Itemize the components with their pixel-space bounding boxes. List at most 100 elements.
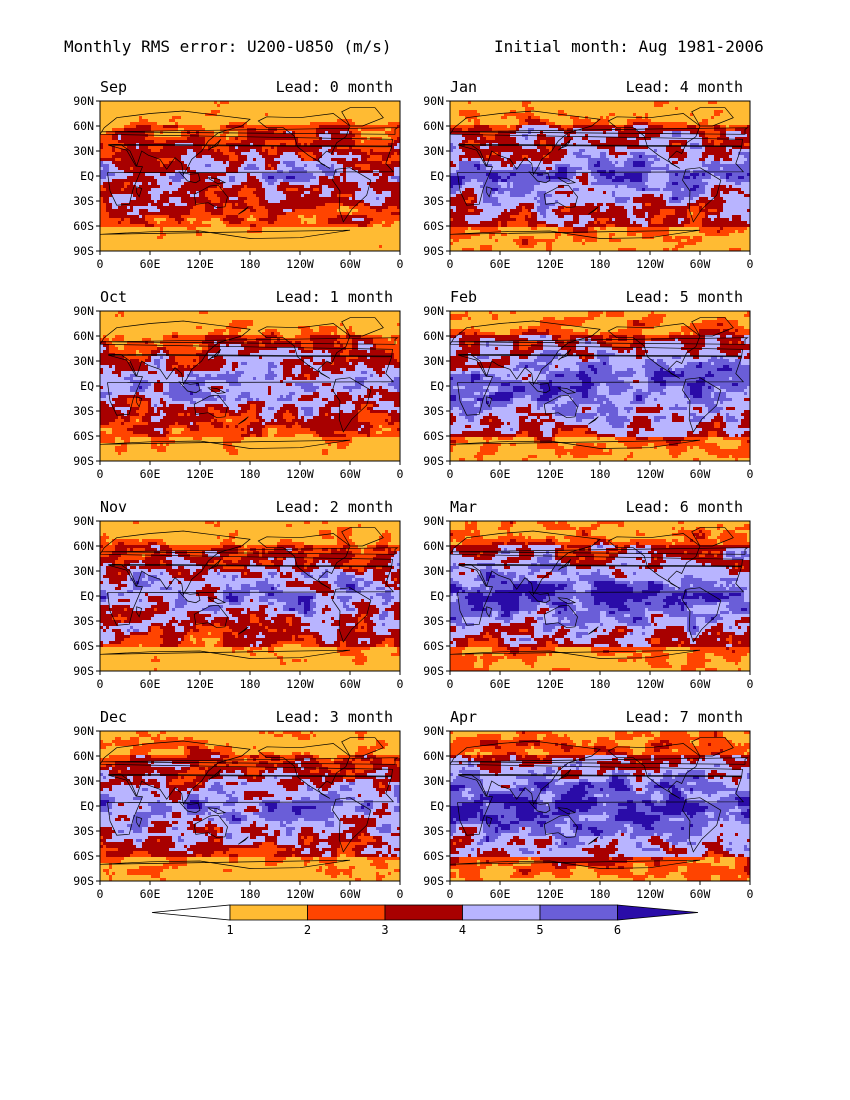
coastline: [528, 801, 551, 814]
coastline: [101, 757, 399, 765]
panel-month-label: Feb: [450, 288, 477, 306]
coastline: [341, 527, 384, 547]
lat-tick-label: 90S: [423, 874, 444, 888]
lat-tick-label: 30S: [423, 824, 444, 838]
lon-tick-label: 120E: [186, 467, 214, 481]
colorbar: 1 2 3 4 5 6: [151, 904, 699, 937]
lat-tick-label: 90S: [73, 454, 94, 468]
lat-tick-label: EQ: [80, 169, 94, 183]
coastline: [682, 587, 722, 643]
coastline: [451, 337, 749, 345]
colorbar-segment: [462, 904, 541, 921]
lat-tick-label: 90N: [423, 94, 444, 108]
coastline: [136, 396, 143, 408]
coastline: [543, 814, 578, 839]
lon-tick-label: 60E: [140, 887, 161, 901]
lon-tick-label: 120W: [286, 887, 314, 901]
coastline: [543, 604, 578, 629]
coastline: [332, 587, 372, 643]
lat-tick-label: 90N: [423, 724, 444, 738]
coastline: [207, 177, 227, 184]
coastline: [136, 606, 143, 618]
coastline: [691, 527, 734, 547]
coastline: [100, 229, 351, 251]
colorbar-level-label: 1: [226, 923, 233, 937]
coastline: [528, 381, 551, 394]
coastline: [607, 533, 701, 589]
panel-lead-label: Lead: 0 month: [276, 78, 393, 96]
lon-tick-label: 0: [97, 887, 104, 901]
lon-tick-label: 120W: [636, 677, 664, 691]
lon-tick-label: 60W: [690, 677, 711, 691]
coastline: [238, 206, 249, 215]
coastline: [193, 184, 228, 209]
rms-error-field: [100, 521, 400, 671]
coastline: [178, 171, 201, 184]
coastline: [558, 349, 572, 361]
lon-tick-label: 0: [447, 467, 454, 481]
coastline: [486, 186, 493, 198]
panel-month-label: Apr: [450, 708, 477, 726]
lon-tick-label: 180: [590, 887, 611, 901]
coastline: [100, 439, 351, 461]
lon-tick-label: 120W: [286, 257, 314, 271]
coastline: [238, 626, 249, 635]
lat-tick-label: 60N: [423, 539, 444, 553]
colorbar-segment: [384, 904, 463, 921]
coastline: [136, 816, 143, 828]
coastline: [557, 807, 577, 814]
lat-tick-label: EQ: [430, 799, 444, 813]
coastline: [207, 597, 227, 604]
panel-lead-label: Lead: 3 month: [276, 708, 393, 726]
coastline: [101, 127, 399, 135]
lon-tick-label: 60W: [340, 467, 361, 481]
lon-tick-label: 120W: [286, 677, 314, 691]
coastline: [100, 740, 393, 806]
lat-tick-label: 30S: [73, 194, 94, 208]
lon-tick-label: 180: [240, 257, 261, 271]
coastline: [101, 547, 399, 555]
lat-tick-label: 90N: [423, 304, 444, 318]
coastline: [543, 184, 578, 209]
lat-tick-label: 90N: [73, 724, 94, 738]
coastline: [450, 229, 701, 251]
lon-tick-label: 60E: [490, 467, 511, 481]
panel-lead-label: Lead: 4 month: [626, 78, 743, 96]
rms-error-field: [450, 101, 750, 251]
lon-tick-label: 120E: [536, 257, 564, 271]
lat-tick-label: 60S: [423, 429, 444, 443]
lon-tick-label: 180: [590, 257, 611, 271]
lat-tick-label: 60S: [73, 219, 94, 233]
coastline: [486, 396, 493, 408]
coastline: [100, 530, 393, 596]
coastline: [682, 167, 722, 223]
coastline: [450, 439, 701, 461]
coastline: [257, 743, 351, 799]
lat-tick-label: 90N: [73, 304, 94, 318]
lon-tick-label: 120E: [536, 887, 564, 901]
coastline: [208, 349, 222, 361]
lat-tick-label: 60N: [423, 749, 444, 763]
coastline: [193, 604, 228, 629]
panel-lead-label: Lead: 5 month: [626, 288, 743, 306]
coastline: [457, 354, 745, 416]
panel-lead-label: Lead: 7 month: [626, 708, 743, 726]
lon-tick-label: 120W: [636, 887, 664, 901]
lat-tick-label: EQ: [80, 589, 94, 603]
lon-tick-label: 60W: [690, 257, 711, 271]
lat-tick-label: 30N: [73, 774, 94, 788]
coastline: [588, 836, 599, 845]
coastline: [450, 740, 743, 806]
rms-error-field: [100, 101, 400, 251]
lon-tick-label: 0: [397, 887, 404, 901]
coastline: [341, 737, 384, 757]
coastline: [558, 559, 572, 571]
rms-error-field: [450, 311, 750, 461]
lat-tick-label: 60S: [73, 639, 94, 653]
lat-tick-label: 30S: [73, 614, 94, 628]
coastline: [107, 144, 395, 206]
